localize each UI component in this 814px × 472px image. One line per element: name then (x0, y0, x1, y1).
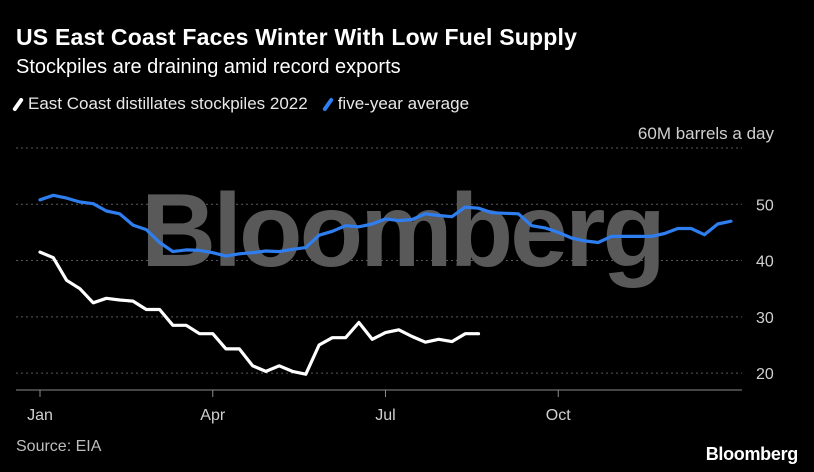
y-axis-unit-label: 60M barrels a day (637, 124, 774, 143)
y-tick-label-40: 40 (756, 254, 774, 271)
series-line-stockpiles-2022 (38, 250, 481, 376)
y-tick-label-50: 50 (756, 197, 774, 214)
chart-subtitle: Stockpiles are draining amid record expo… (16, 56, 401, 78)
chart-legend: East Coast distillates stockpiles 2022 f… (12, 94, 470, 114)
x-tick-label-apr: Apr (200, 407, 226, 424)
x-tick-label-jul: Jul (375, 407, 395, 424)
chart-title: US East Coast Faces Winter With Low Fuel… (16, 24, 578, 50)
y-tick-label-20: 20 (756, 366, 774, 383)
series-line-five-year-average (38, 193, 733, 258)
x-tick-label-jan: Jan (27, 407, 53, 424)
legend-item-five-year-average: five-year average (321, 94, 470, 114)
y-tick-label-30: 30 (756, 310, 774, 327)
bloomberg-logo: Bloomberg (705, 444, 799, 464)
legend-label-five-year-average: five-year average (337, 94, 470, 113)
legend-label-stockpiles-2022: East Coast distillates stockpiles 2022 (28, 94, 308, 113)
bloomberg-watermark: Bloomberg (141, 173, 663, 289)
legend-item-stockpiles-2022: East Coast distillates stockpiles 2022 (12, 94, 308, 114)
x-tick-label-oct: Oct (546, 407, 571, 424)
source-note: Source: EIA (16, 438, 102, 455)
